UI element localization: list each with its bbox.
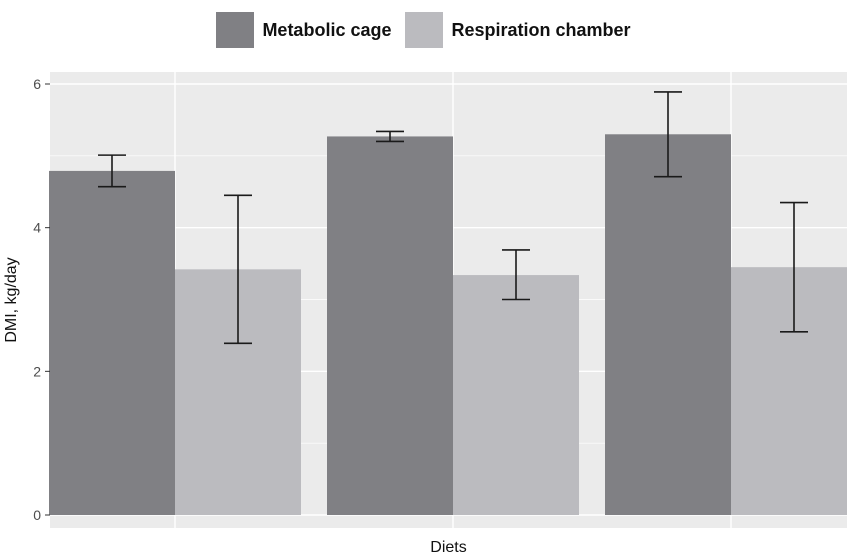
legend-item-metabolic-cage: Metabolic cage — [216, 12, 391, 48]
bar-metabolic-cage-2 — [327, 136, 453, 515]
bar-respiration-chamber-2 — [453, 275, 579, 515]
error-bars — [98, 91, 808, 345]
bar-metabolic-cage-1 — [49, 170, 175, 515]
legend-item-respiration-chamber: Respiration chamber — [405, 12, 631, 48]
legend-swatch-metabolic-cage — [216, 12, 255, 48]
error-bar-respiration-chamber-1 — [224, 194, 252, 345]
error-bar-respiration-chamber-3 — [780, 201, 808, 333]
error-bar-respiration-chamber-2 — [502, 249, 530, 301]
bar-metabolic-cage-3 — [605, 134, 731, 516]
y-tick-label: 2 — [33, 363, 41, 379]
x-axis-label: Diets — [430, 539, 466, 556]
legend-label-metabolic-cage: Metabolic cage — [262, 19, 392, 40]
bar-respiration-chamber-3 — [731, 267, 847, 515]
y-tick-label: 6 — [33, 76, 41, 92]
error-bar-metabolic-cage-1 — [98, 154, 126, 188]
y-axis: 0 2 4 6 — [33, 76, 50, 523]
legend-label-respiration-chamber: Respiration chamber — [451, 19, 631, 40]
legend: Metabolic cage Respiration chamber — [0, 12, 847, 48]
y-tick-label: 4 — [33, 220, 41, 236]
bars — [49, 134, 847, 516]
error-bar-metabolic-cage-2 — [376, 130, 404, 143]
y-tick-label: 0 — [33, 507, 41, 523]
legend-swatch-respiration-chamber — [405, 12, 444, 48]
error-bar-metabolic-cage-3 — [654, 91, 682, 178]
y-axis-label: DMI, kg/day — [3, 257, 20, 342]
